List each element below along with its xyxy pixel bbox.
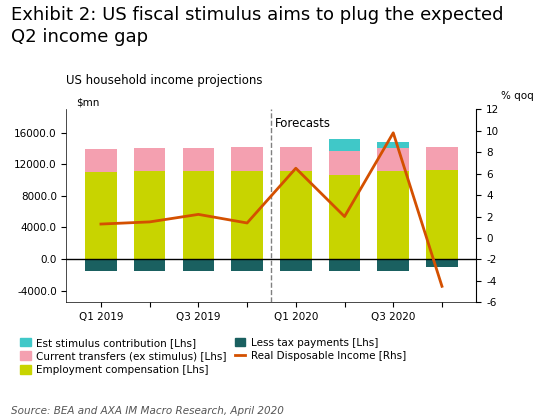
Legend: Est stimulus contribution [Lhs], Current transfers (ex stimulus) [Lhs], Employme: Est stimulus contribution [Lhs], Current… [16,333,410,379]
Text: Forecasts: Forecasts [275,117,331,130]
Bar [377,171,409,259]
Bar [426,259,458,267]
Bar [85,172,117,259]
Bar [183,171,214,259]
Bar [134,148,166,171]
Bar [329,151,360,175]
Bar [183,259,214,271]
Bar [280,259,312,271]
Text: Source: BEA and AXA IM Macro Research, April 2020: Source: BEA and AXA IM Macro Research, A… [11,406,284,416]
Bar [231,171,263,259]
Bar [231,259,263,271]
Bar [134,259,166,271]
Bar [134,171,166,259]
Bar [377,142,409,148]
Bar [329,175,360,259]
Bar [85,259,117,271]
Bar [280,147,312,171]
Text: US household income projections: US household income projections [66,74,263,87]
Y-axis label: % qoq: % qoq [501,92,534,102]
Bar [426,171,458,259]
Bar [231,147,263,171]
Text: $mn: $mn [76,98,100,108]
Bar [329,139,360,151]
Bar [183,148,214,171]
Text: Exhibit 2: US fiscal stimulus aims to plug the expected
Q2 income gap: Exhibit 2: US fiscal stimulus aims to pl… [11,6,504,47]
Bar [329,259,360,271]
Bar [426,147,458,171]
Bar [280,171,312,259]
Bar [85,149,117,172]
Bar [377,259,409,271]
Bar [377,148,409,171]
